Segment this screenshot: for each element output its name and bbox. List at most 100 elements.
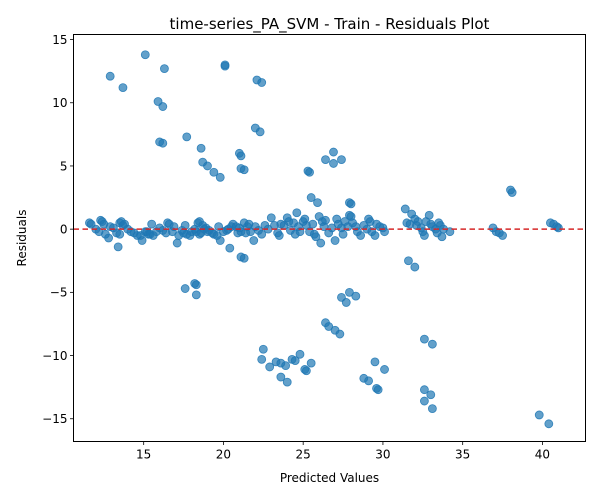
data-point [373, 385, 383, 395]
data-point [115, 229, 125, 239]
data-point [404, 256, 413, 266]
data-point [209, 167, 219, 177]
data-point [400, 204, 410, 214]
y-axis: −15 −10 −5 0 5 10 15 [42, 33, 74, 426]
data-point [329, 147, 338, 157]
x-tick-label: 25 [296, 448, 311, 462]
data-point [321, 155, 330, 165]
data-point [427, 339, 437, 349]
axes-frame [73, 34, 586, 442]
x-tick-label: 15 [136, 448, 151, 462]
data-point [534, 410, 544, 420]
plot-area [73, 50, 586, 429]
data-point [380, 365, 389, 374]
data-point [203, 161, 212, 171]
data-point [215, 236, 225, 245]
data-point [324, 322, 334, 331]
data-point [255, 127, 265, 137]
data-point [345, 287, 354, 297]
data-point [437, 232, 447, 242]
data-point [553, 223, 563, 233]
data-point [265, 362, 275, 372]
data-point [220, 60, 230, 70]
data-point [105, 71, 115, 81]
data-point [160, 64, 169, 74]
data-point [258, 344, 268, 354]
data-point [266, 213, 276, 223]
x-axis: 15 20 25 30 35 40 [136, 441, 550, 462]
data-point [316, 238, 326, 248]
data-point [419, 231, 429, 240]
data-point [426, 390, 436, 400]
data-point [544, 419, 554, 429]
data-point [137, 236, 147, 245]
y-axis-title: Residuals [15, 210, 29, 267]
data-point [281, 361, 291, 371]
x-tick-label: 35 [455, 448, 470, 462]
data-point [424, 210, 434, 220]
data-point [215, 172, 225, 182]
data-point [239, 253, 249, 263]
data-point [306, 193, 316, 202]
data-point [507, 188, 517, 197]
data-point [113, 242, 123, 252]
data-point [364, 376, 373, 386]
data-point [191, 290, 201, 300]
data-point [341, 298, 351, 307]
data-point [356, 231, 366, 240]
y-tick-label: 0 [60, 222, 68, 236]
data-point [335, 329, 345, 339]
data-point [313, 198, 322, 208]
data-point [321, 215, 330, 225]
y-tick-label: −10 [42, 349, 67, 363]
data-point [236, 151, 246, 161]
data-point [225, 243, 235, 253]
data-point [274, 231, 284, 240]
data-point [276, 372, 286, 382]
data-point [158, 138, 168, 148]
data-point [305, 167, 314, 177]
data-point [249, 236, 259, 245]
data-point [419, 385, 429, 395]
data-point [104, 233, 113, 243]
data-point [180, 220, 190, 230]
data-point [370, 231, 380, 240]
data-point [257, 229, 267, 239]
y-tick-label: 5 [60, 159, 68, 173]
data-point [330, 236, 340, 245]
data-point [301, 366, 311, 376]
data-point [329, 159, 338, 168]
x-tick-label: 40 [535, 448, 550, 462]
data-point [191, 280, 201, 290]
data-point [338, 229, 348, 239]
data-point [257, 78, 267, 87]
data-point [306, 358, 316, 368]
data-point [182, 132, 192, 142]
data-point [239, 165, 249, 175]
data-point [158, 102, 168, 111]
data-point [419, 396, 429, 406]
x-tick-label: 20 [216, 448, 231, 462]
data-point [172, 238, 182, 248]
chart-title: time-series_PA_SVM - Train - Residuals P… [170, 15, 490, 34]
y-tick-label: −5 [50, 286, 68, 300]
x-tick-label: 30 [375, 448, 390, 462]
data-point [370, 357, 380, 367]
data-point [180, 284, 190, 293]
data-point [292, 208, 302, 218]
x-axis-title: Predicted Values [280, 471, 379, 485]
data-point [295, 349, 305, 359]
data-point [337, 155, 346, 165]
data-point [311, 232, 321, 242]
data-point [196, 143, 206, 153]
y-tick-label: 15 [52, 33, 67, 47]
data-point [147, 219, 157, 229]
y-tick-label: 10 [52, 96, 67, 110]
data-point [290, 356, 300, 366]
data-point [282, 377, 292, 387]
data-point [308, 219, 318, 229]
data-point [498, 231, 507, 240]
data-point [410, 262, 420, 272]
y-tick-label: −15 [42, 412, 67, 426]
